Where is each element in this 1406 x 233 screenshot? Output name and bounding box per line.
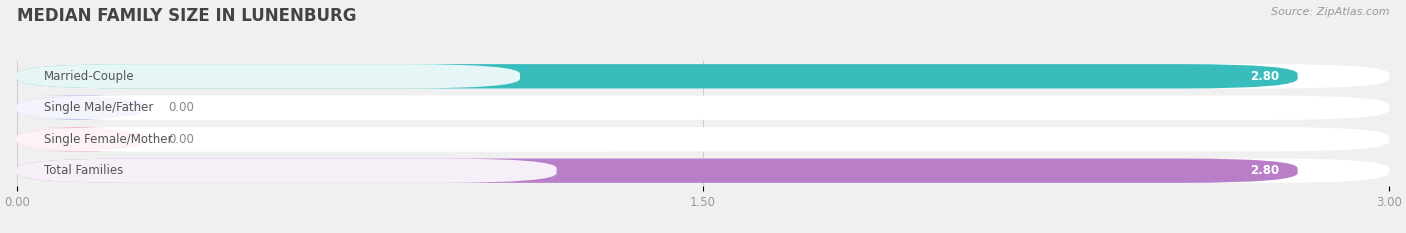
Text: 2.80: 2.80 [1250,164,1279,177]
Text: Total Families: Total Families [45,164,124,177]
FancyBboxPatch shape [17,96,145,120]
Text: MEDIAN FAMILY SIZE IN LUNENBURG: MEDIAN FAMILY SIZE IN LUNENBURG [17,7,356,25]
FancyBboxPatch shape [17,127,725,151]
FancyBboxPatch shape [17,127,145,151]
Text: Single Female/Mother: Single Female/Mother [45,133,173,146]
Text: 0.00: 0.00 [167,101,194,114]
Text: Single Male/Father: Single Male/Father [45,101,153,114]
FancyBboxPatch shape [17,64,1298,89]
FancyBboxPatch shape [17,158,1298,183]
FancyBboxPatch shape [17,158,1389,183]
Text: Married-Couple: Married-Couple [45,70,135,83]
Text: Source: ZipAtlas.com: Source: ZipAtlas.com [1271,7,1389,17]
FancyBboxPatch shape [17,158,557,183]
Text: 0.00: 0.00 [167,133,194,146]
FancyBboxPatch shape [17,64,1389,89]
FancyBboxPatch shape [17,64,520,89]
FancyBboxPatch shape [17,96,1389,120]
Text: 2.80: 2.80 [1250,70,1279,83]
FancyBboxPatch shape [17,127,1389,151]
FancyBboxPatch shape [17,96,648,120]
